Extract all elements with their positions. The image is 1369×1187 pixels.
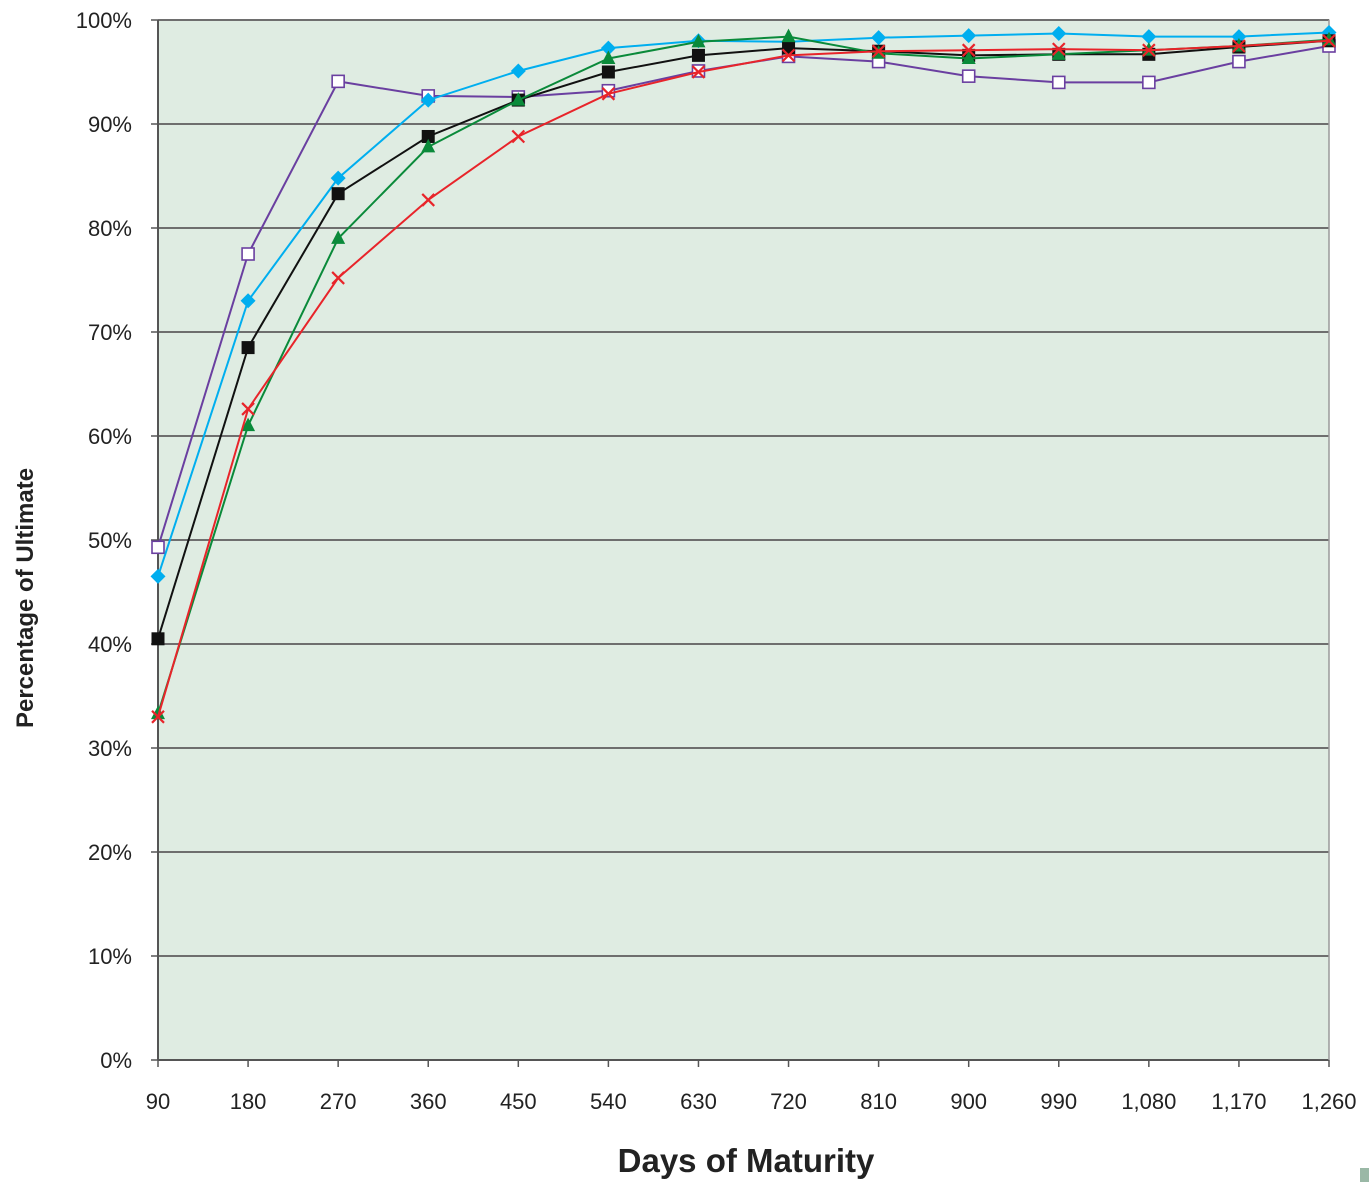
data-point	[961, 28, 977, 44]
x-tick-label: 1,080	[1121, 1089, 1176, 1114]
corner-mark	[1360, 1168, 1369, 1182]
data-point	[151, 632, 165, 646]
data-point	[331, 271, 345, 285]
data-point	[331, 230, 346, 244]
data-point	[331, 74, 345, 89]
data-point	[1051, 26, 1067, 42]
data-point	[331, 187, 345, 201]
data-point	[1232, 54, 1246, 69]
data-point	[420, 92, 436, 108]
x-tick-label: 990	[1040, 1089, 1077, 1114]
series-line	[157, 31, 1330, 577]
data-point	[1142, 75, 1156, 90]
x-tick-label: 900	[950, 1089, 987, 1114]
data-point	[241, 247, 255, 261]
y-tick-label: 50%	[88, 528, 132, 553]
y-tick-label: 100%	[76, 8, 132, 33]
data-point	[510, 63, 526, 79]
data-point	[691, 65, 706, 79]
y-tick-label: 30%	[88, 736, 132, 761]
y-tick-label: 60%	[88, 424, 132, 449]
data-point	[511, 129, 526, 144]
data-point	[961, 50, 976, 64]
data-point	[330, 170, 346, 186]
y-tick-label: 10%	[88, 944, 132, 969]
data-point	[781, 48, 796, 63]
data-point	[1051, 46, 1066, 60]
y-tick-label: 0%	[100, 1048, 132, 1073]
y-tick-label: 40%	[88, 632, 132, 657]
data-point	[1051, 42, 1066, 56]
data-point	[691, 48, 705, 62]
data-point	[781, 28, 796, 43]
data-point	[421, 193, 436, 207]
y-tick-label: 90%	[88, 112, 132, 137]
y-tick-label: 70%	[88, 320, 132, 345]
y-tick-label: 20%	[88, 840, 132, 865]
data-point	[1232, 39, 1246, 53]
gridlines	[158, 19, 1329, 957]
x-tick-label: 720	[770, 1089, 807, 1114]
data-point	[151, 540, 165, 555]
data-point	[961, 43, 976, 57]
data-point	[871, 30, 887, 46]
series-line	[157, 39, 1330, 718]
x-tick-label: 1,260	[1301, 1089, 1356, 1114]
x-tick-label: 270	[320, 1089, 357, 1114]
x-axis-title: Days of Maturity	[618, 1142, 875, 1179]
series-5	[151, 34, 1336, 724]
data-point	[240, 293, 256, 309]
data-point	[151, 710, 165, 724]
x-tick-label: 90	[146, 1089, 170, 1114]
data-point	[1231, 29, 1247, 45]
y-tick-label: 80%	[88, 216, 132, 241]
data-point	[421, 138, 436, 153]
x-tick-label: 450	[500, 1089, 537, 1114]
data-point	[241, 417, 256, 432]
data-point	[1141, 29, 1157, 45]
x-tick-label: 360	[410, 1089, 447, 1114]
series-group	[150, 24, 1337, 724]
data-point	[1322, 34, 1336, 48]
x-tick-label: 1,170	[1211, 1089, 1266, 1114]
data-point	[961, 69, 976, 83]
data-point	[601, 50, 616, 64]
data-point	[601, 65, 615, 79]
data-point	[150, 568, 166, 584]
x-tick-label: 180	[230, 1089, 267, 1114]
y-axis-title: Percentage of Ultimate	[12, 468, 39, 728]
data-point	[241, 341, 255, 355]
data-point	[1051, 75, 1066, 90]
data-point	[241, 402, 255, 416]
data-point	[600, 40, 616, 56]
data-point	[691, 33, 706, 48]
x-tick-label: 630	[680, 1089, 717, 1114]
data-point	[1142, 43, 1156, 57]
data-point	[782, 41, 796, 55]
data-point	[601, 87, 616, 101]
axes	[151, 19, 1330, 1067]
tick-labels: 0% 10% 20% 30% 40% 50% 60% 70% 80% 90% 100% 90 180 27…	[76, 8, 1357, 1114]
x-tick-label: 810	[860, 1089, 897, 1114]
data-point	[421, 129, 435, 143]
x-tick-label: 540	[590, 1089, 627, 1114]
data-point	[871, 44, 886, 58]
data-point	[151, 705, 165, 720]
series-line	[157, 39, 1330, 640]
data-point	[511, 92, 526, 106]
